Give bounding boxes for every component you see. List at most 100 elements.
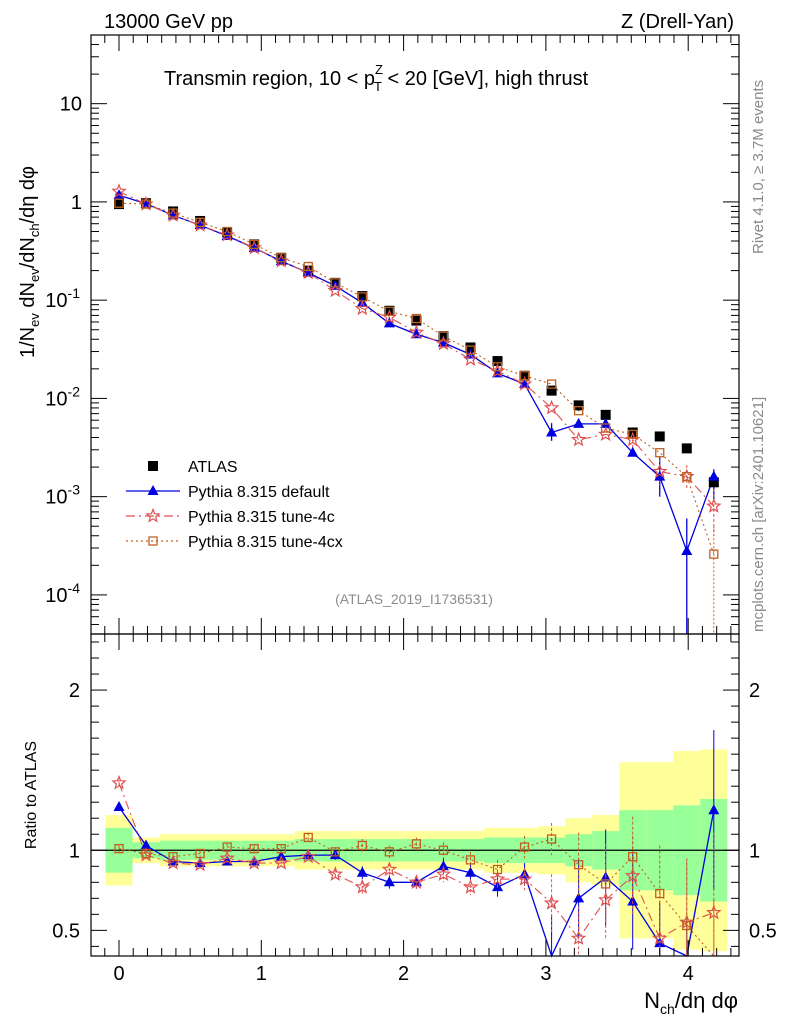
data-point [546,379,557,389]
data-point [489,362,506,378]
data-point [516,375,533,391]
y-tick-label: 10-1 [45,285,80,312]
x-tick-label: 0 [113,963,124,985]
data-point [330,278,340,288]
ratio-y-tick-label: 1 [69,840,80,862]
data-point [249,239,259,249]
data-point [111,183,127,198]
main-panel: 10 1 10-1 10-2 10-3 10-4 Transmin region, 10 … [17,34,740,635]
data-point [570,431,587,447]
data-point [141,199,151,209]
ratio-point [597,891,614,907]
data-point [246,239,263,255]
series-line-pythia-8-315-tune-4cx [118,202,715,555]
data-point [654,431,665,442]
ratio-point [408,874,425,889]
ratio-point [464,866,476,877]
data-point [168,208,178,218]
data-point [628,429,638,440]
data-point [354,300,371,316]
data-point [192,217,208,232]
data-point [462,351,479,366]
data-point [195,217,205,227]
ratio-point [462,878,479,894]
data-point [357,292,367,302]
data-point [624,431,641,447]
ratio-point [682,920,692,931]
ratio-point [168,852,178,862]
y-tick-label: 1 [71,192,82,214]
x-tick-label: 1 [256,963,267,985]
ratio-point [192,856,208,872]
data-point [600,417,612,428]
legend-label: Pythia 8.315 tune-4c [188,509,335,526]
data-point [627,446,639,457]
ratio-point [435,866,452,881]
ratio-point [573,860,584,870]
ratio-point [249,844,259,854]
data-point [681,443,692,454]
data-point [573,406,584,416]
data-point [519,370,530,381]
ratio-point [354,878,371,894]
data-point [381,309,398,324]
data-point [573,400,584,411]
data-point [114,198,124,208]
ratio-axis-ticks: 0.5 0.5 1 1 2 2 0 1 2 3 4 [52,634,777,985]
data-point [492,367,504,378]
legend-label: Pythia 8.315 tune-4cx [188,534,343,551]
ratio-point [165,854,181,870]
x-axis-label: Nch/dη dφ [644,988,738,1017]
ratio-frame [90,633,740,957]
ratio-point [111,774,127,790]
ratio-point [465,855,476,865]
header-left: 13000 GeV pp [104,11,233,33]
ratio-y-tick-label-right: 0.5 [749,920,777,942]
legend: ATLAS Pythia 8.315 default Pythia 8.315 tu… [126,459,343,551]
analysis-watermark: (ATLAS_2019_I1736531) [335,591,493,607]
ratio-point [140,839,152,850]
y-tick-label: 10-4 [45,580,80,607]
data-point [573,417,585,428]
ratio-y-tick-label: 0.5 [52,920,80,942]
data-point [652,463,668,479]
ratio-point [519,842,530,852]
data-point [303,261,313,272]
data-point [705,498,722,513]
mcplots-label: mcplots.cern.ch [arXiv:2401.10621] [750,397,767,632]
data-point [682,471,692,482]
data-point [546,385,557,396]
data-point [383,317,395,328]
ratio-point [246,854,263,870]
ratio-point [357,840,367,851]
data-point [543,399,560,415]
ratio-point [222,842,232,852]
data-point [492,356,503,367]
ratio-point [570,930,587,945]
ratio-y-tick-label: 2 [69,680,80,702]
ratio-point [438,845,449,855]
legend-marker [145,507,161,523]
ratio-point [492,864,503,875]
ratio-point [516,870,533,886]
data-point [601,423,611,433]
ratio-ylabel: Ratio to ATLAS [23,741,40,849]
ratio-point [356,866,368,877]
ratio-point [543,894,560,910]
x-tick-label: 4 [683,963,694,985]
ratio-point [303,832,313,843]
ratio-point [708,804,720,815]
header-right: Z (Drell-Yan) [621,11,734,33]
y-tick-label: 10-3 [45,482,80,509]
x-tick-label: 3 [540,963,551,985]
data-point [438,331,449,341]
ratio-point [273,854,289,870]
ratio-point [300,848,316,864]
data-point [708,477,719,488]
ratio-point [381,861,398,877]
data-point [222,226,232,237]
ratio-point [327,866,344,881]
data-point [408,324,425,339]
main-data-marks [111,183,722,634]
data-point [465,342,476,353]
